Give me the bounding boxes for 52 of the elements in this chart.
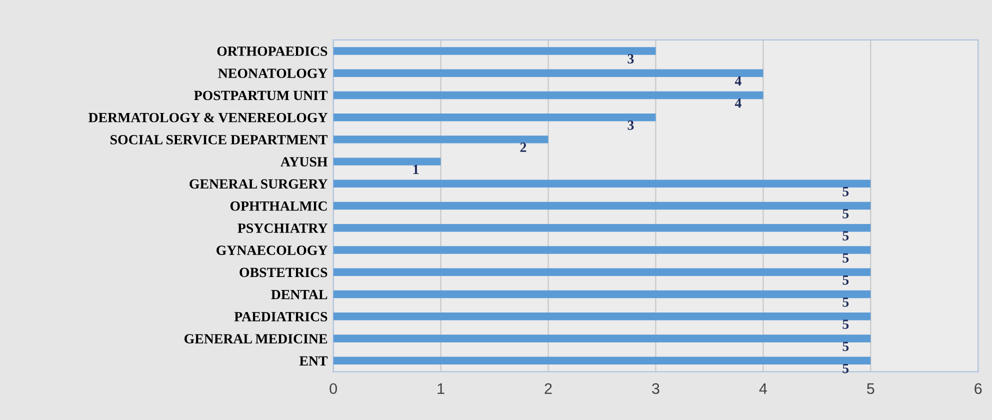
bar [333, 312, 871, 320]
y-tick-label: ENT [299, 356, 328, 366]
y-tick-label: ORTHOPAEDICS [217, 46, 328, 56]
bar [333, 136, 548, 144]
data-label: 5 [842, 342, 849, 352]
x-tick-label: 2 [544, 383, 552, 394]
data-label: 4 [734, 76, 742, 86]
y-tick-label: POSTPARTUM UNIT [194, 90, 328, 100]
y-tick-label: DENTAL [271, 290, 328, 300]
y-tick-label: GENERAL SURGERY [190, 179, 328, 189]
bar [333, 268, 871, 276]
x-tick-label: 4 [759, 383, 767, 394]
data-label: 4 [734, 98, 742, 108]
bar [333, 158, 441, 166]
y-tick-label: SOCIAL SERVICE DEPARTMENT [110, 135, 328, 144]
bar [333, 334, 871, 342]
bar [333, 356, 871, 365]
data-label: 5 [842, 298, 849, 307]
y-tick-label: GYNAECOLOGY [216, 246, 328, 255]
y-tick-label: DERMATOLOGY & VENEREOLOGY [88, 112, 328, 122]
data-label: 5 [842, 187, 849, 196]
bar [333, 290, 871, 298]
bar [333, 224, 871, 232]
data-label: 5 [842, 275, 849, 285]
y-tick-label: OPHTHALMIC [230, 201, 327, 211]
x-tick-label: 6 [974, 383, 982, 394]
bar [333, 246, 871, 254]
y-tick-label: OBSTETRICS [240, 268, 328, 278]
bar [333, 180, 871, 188]
bar [333, 202, 871, 210]
x-tick-label: 0 [330, 383, 337, 394]
data-label: 5 [842, 231, 849, 240]
data-label: 5 [842, 364, 849, 374]
data-label: 2 [520, 142, 526, 152]
x-tick-label: 5 [867, 383, 874, 394]
y-tick-label: PAEDIATRICS [234, 312, 328, 322]
y-tick-label: AYUSH [280, 157, 328, 167]
data-label: 3 [628, 120, 634, 130]
data-label: 5 [842, 253, 849, 263]
x-tick-label: 3 [652, 383, 660, 394]
x-tick-label: 1 [438, 383, 444, 394]
bar [333, 91, 764, 100]
bar [333, 47, 656, 55]
bar [333, 69, 764, 77]
bar [333, 113, 656, 122]
y-tick-label: GENERAL MEDICINE [184, 334, 328, 344]
y-tick-label: NEONATOLOGY [218, 68, 328, 78]
data-label: 5 [842, 320, 849, 329]
data-label: 3 [628, 54, 634, 64]
y-tick-label: PSYCHIATRY [238, 224, 328, 233]
data-label: 5 [842, 209, 849, 218]
data-label: 1 [413, 164, 419, 174]
